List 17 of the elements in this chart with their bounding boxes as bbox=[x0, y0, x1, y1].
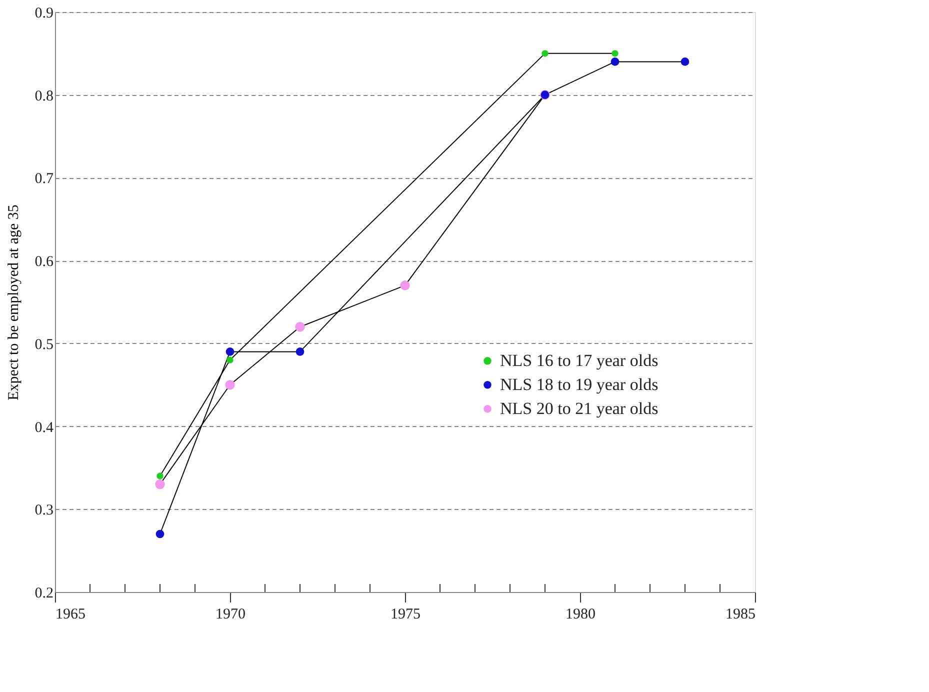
legend-label: NLS 20 to 21 year olds bbox=[500, 398, 658, 418]
x-tick-label: 1965 bbox=[56, 606, 86, 622]
y-tick-label: 0.5 bbox=[34, 336, 54, 353]
y-tick-label: 0.9 bbox=[34, 6, 54, 22]
legend-label: NLS 18 to 19 year olds bbox=[500, 374, 658, 394]
y-tick-label: 0.8 bbox=[34, 88, 54, 104]
x-tick-label: 1975 bbox=[390, 606, 420, 622]
y-tick-label: 0.3 bbox=[34, 502, 54, 519]
y-tick-label: 0.2 bbox=[34, 586, 54, 602]
legend-label: NLS 16 to 17 year olds bbox=[500, 350, 658, 370]
y-tick-label: 0.7 bbox=[34, 171, 54, 188]
x-tick-label: 1980 bbox=[566, 606, 596, 622]
x-tick-label: 1970 bbox=[216, 606, 246, 622]
y-axis-title: Expect to be employed at age 35 bbox=[6, 204, 22, 400]
x-tick-label: 1985 bbox=[726, 606, 756, 622]
y-tick-label: 0.6 bbox=[34, 254, 54, 270]
y-tick-label: 0.4 bbox=[34, 420, 54, 436]
